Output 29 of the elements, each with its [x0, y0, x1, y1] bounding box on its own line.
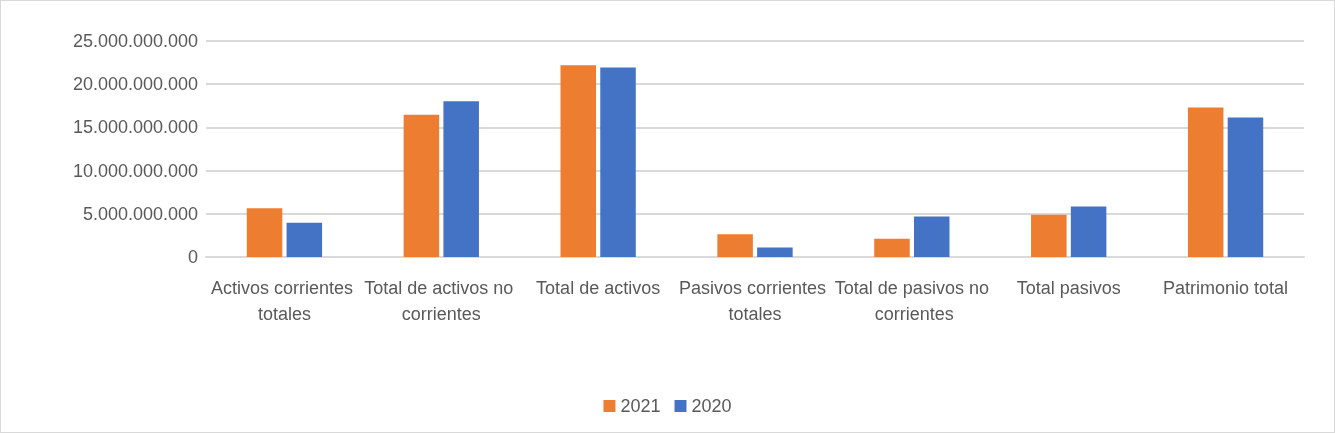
- bar: [1070, 206, 1107, 257]
- bar: [443, 101, 479, 257]
- bar: [286, 222, 323, 257]
- x-tick-label: Total pasivos: [1016, 278, 1121, 298]
- y-tick-label: 25.000.000.000: [72, 31, 198, 51]
- bar: [913, 216, 950, 257]
- bar: [1227, 117, 1264, 257]
- legend-label: 2021: [620, 396, 661, 416]
- bar: [560, 65, 597, 257]
- bar: [874, 238, 910, 257]
- x-tick-label: Total de pasivos no corrientes: [834, 278, 989, 324]
- bar: [403, 114, 440, 257]
- x-tick-label: Activos corrientes totales: [210, 278, 358, 324]
- bar: [1187, 107, 1224, 257]
- x-tick-label: Total de activos no corrientes: [364, 278, 519, 324]
- y-tick-label: 5.000.000.000: [82, 203, 198, 224]
- legend-label: 2020: [691, 396, 732, 416]
- x-tick-label: Patrimonio total: [1163, 278, 1289, 298]
- bar: [717, 234, 753, 257]
- x-tick-label: Pasivos corrientes totales: [678, 278, 832, 324]
- x-tick-label: Total de activos: [536, 278, 661, 298]
- bar: [1031, 214, 1067, 257]
- y-tick-label: 10.000.000.000: [72, 160, 198, 181]
- y-tick-label: 15.000.000.000: [72, 117, 198, 138]
- bar: [600, 67, 636, 257]
- y-tick-label: 0: [187, 247, 198, 267]
- y-tick-label: 20.000.000.000: [72, 74, 198, 95]
- bar: [246, 208, 283, 257]
- bar: [757, 247, 793, 257]
